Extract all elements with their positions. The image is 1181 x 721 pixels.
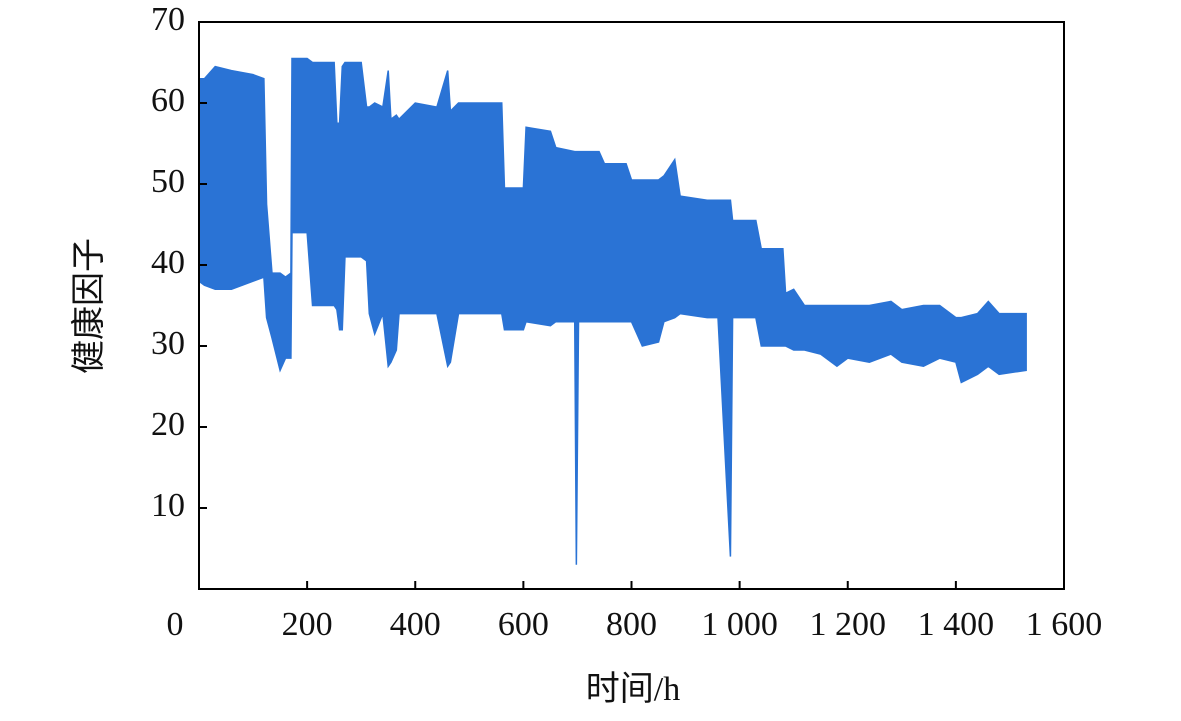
x-tick-label: 800 bbox=[606, 606, 657, 643]
x-axis-label: 时间/h bbox=[586, 671, 680, 708]
x-tick-label: 1 400 bbox=[918, 606, 995, 643]
y-tick-label: 30 bbox=[151, 325, 185, 362]
x-tick-label: 1 600 bbox=[1026, 606, 1103, 643]
y-axis-label: 健康因子 bbox=[70, 238, 108, 374]
x-tick-label: 200 bbox=[282, 606, 333, 643]
y-tick-label: 10 bbox=[151, 487, 185, 524]
y-tick-label: 60 bbox=[151, 82, 185, 119]
x-tick-label: 1 200 bbox=[810, 606, 887, 643]
x-tick-label: 600 bbox=[498, 606, 549, 643]
y-tick-label: 40 bbox=[151, 244, 185, 281]
y-tick-label: 50 bbox=[151, 163, 185, 200]
y-tick-label: 70 bbox=[151, 1, 185, 38]
signal-band bbox=[198, 57, 1027, 565]
x-tick-label: 1 000 bbox=[701, 606, 778, 643]
y-tick-label: 20 bbox=[151, 406, 185, 443]
x-tick-label: 400 bbox=[390, 606, 441, 643]
x-tick-label: 0 bbox=[167, 606, 184, 643]
